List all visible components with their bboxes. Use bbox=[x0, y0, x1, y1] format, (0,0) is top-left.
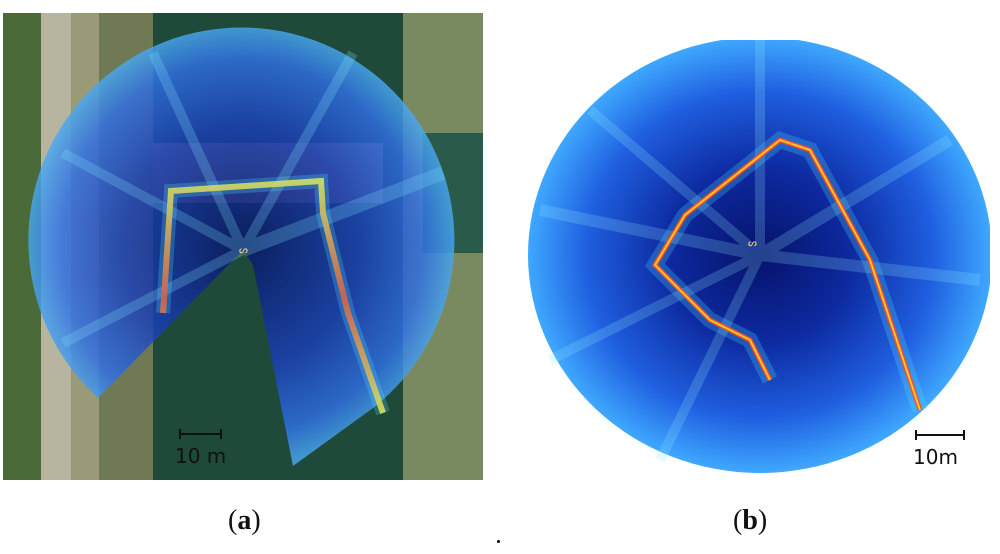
echo-wall-core-b bbox=[653, 138, 921, 411]
sonar-disc bbox=[528, 40, 990, 473]
sonar-beam-streaks bbox=[60, 50, 446, 348]
vehicle-marker-icon-b: ᔕ bbox=[748, 238, 757, 249]
vehicle-marker-icon: ᔕ bbox=[239, 245, 248, 256]
panel-b-circular-sonar: ᔕ 10m bbox=[510, 40, 990, 480]
sonar-beam-streaks-b bbox=[538, 40, 981, 463]
caption-b: (b) bbox=[733, 505, 768, 536]
sonar-fan-overlay bbox=[28, 27, 455, 466]
echo-wall-trace bbox=[160, 177, 386, 414]
panel-b-image: ᔕ 10m bbox=[528, 40, 990, 473]
stray-dot bbox=[497, 540, 500, 543]
panel-a-image: ᔕ 10 m bbox=[3, 13, 483, 480]
caption-a: (a) bbox=[228, 505, 261, 536]
scale-bar-a: 10 m bbox=[175, 429, 226, 468]
echo-wall-glow bbox=[156, 173, 390, 416]
scale-bar-b: 10m bbox=[913, 430, 965, 469]
panel-a-satellite-sonar-overlay: ᔕ 10 m bbox=[3, 13, 483, 480]
scale-label-b: 10m bbox=[913, 445, 958, 469]
scale-label-a: 10 m bbox=[175, 444, 226, 468]
